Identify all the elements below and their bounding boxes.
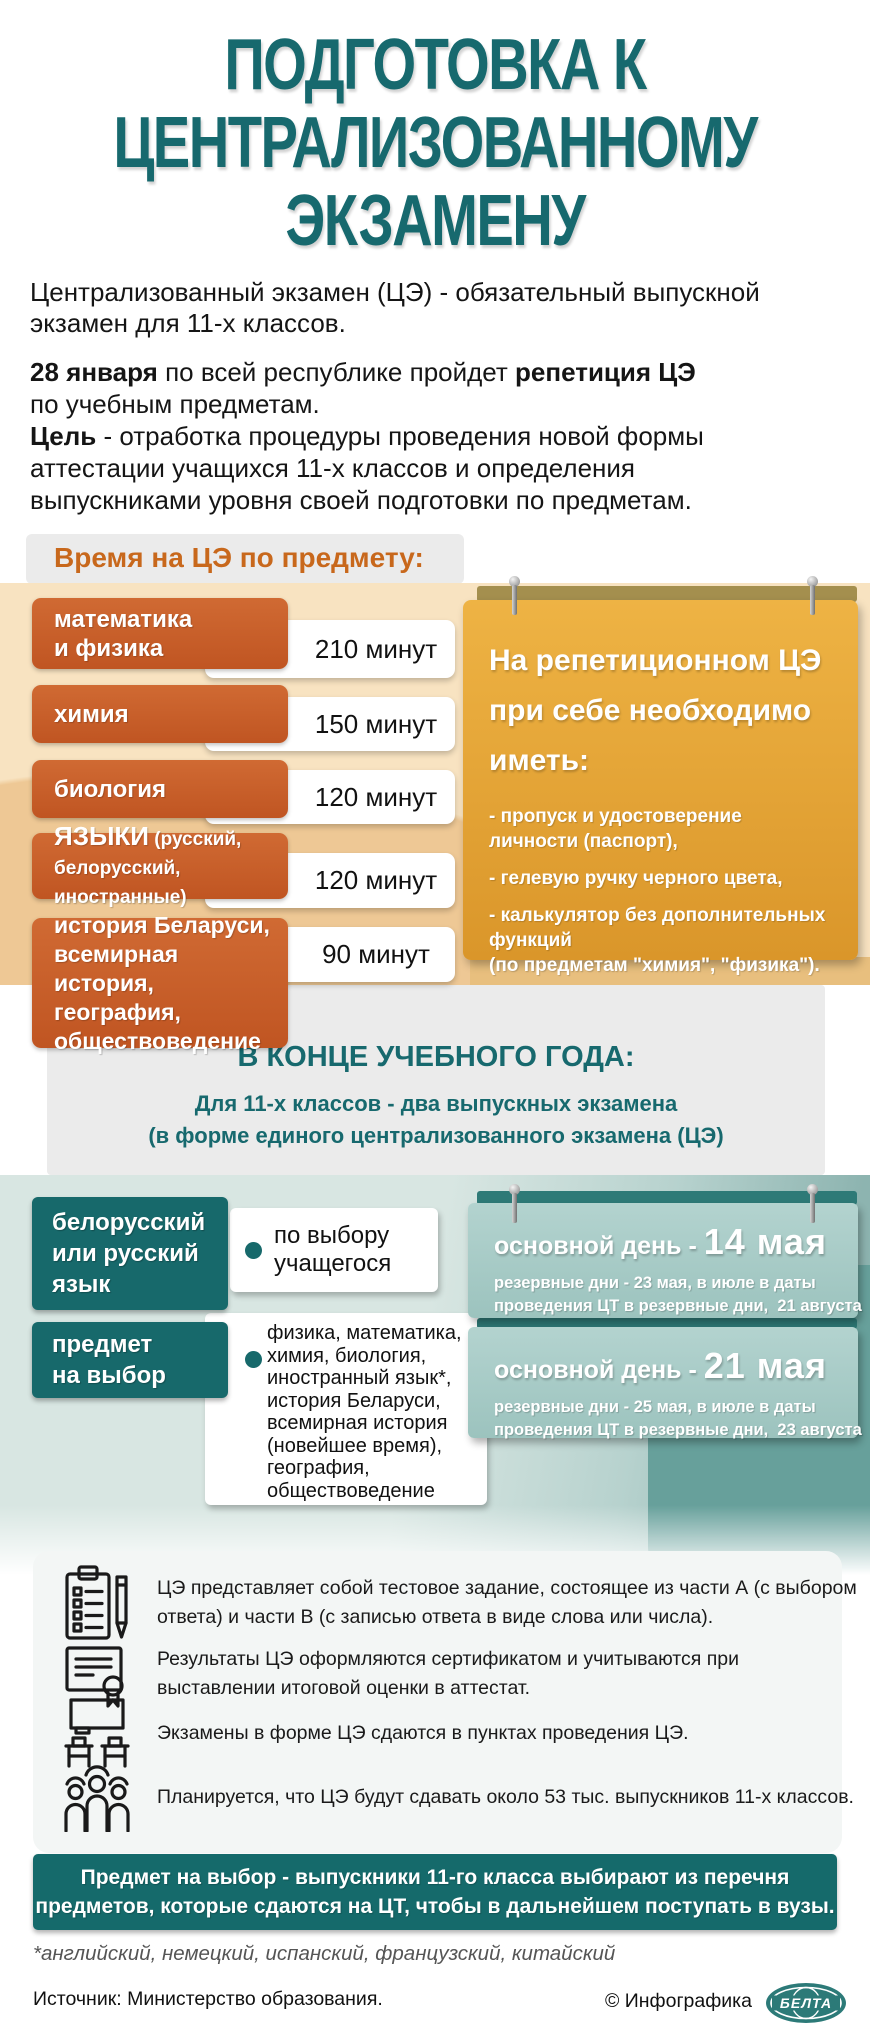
- rehearsal-text: по учебным предметам.: [30, 389, 320, 419]
- exam-choice-box: по выбору учащегося: [230, 1208, 438, 1292]
- date-note-bar: [477, 1318, 857, 1329]
- requirements-heading: На репетиционном ЦЭ при себе необходимо …: [489, 644, 822, 777]
- goal-label: Цель: [30, 421, 97, 451]
- requirements-note: На репетиционном ЦЭ при себе необходимо …: [463, 600, 858, 976]
- rehearsal-date: 28 января: [30, 357, 158, 387]
- pin-icon: [807, 576, 818, 618]
- exam-date-note: основной день - 14 мая резервные дни - 2…: [468, 1203, 862, 1318]
- exam-subject-label: предмет на выбор: [52, 1331, 166, 1389]
- year-end-heading: В КОНЦЕ УЧЕБНОГО ГОДА:: [237, 1041, 635, 1073]
- requirement-item: - калькулятор без дополнительных функций…: [489, 905, 826, 976]
- fact-row: ЦЭ представляет собой тестовое задание, …: [55, 1560, 857, 1646]
- fact-text: Планируется, что ЦЭ будут сдавать около …: [157, 1785, 854, 1808]
- rehearsal-text: по всей республике пройдет: [157, 357, 516, 387]
- requirement-item: - пропуск и удостоверение личности (пасп…: [489, 806, 742, 852]
- fact-text: Экзамены в форме ЦЭ сдаются в пунктах пр…: [157, 1721, 689, 1744]
- reserve-days-text: резервные дни - 23 мая, в июле в даты пр…: [494, 1274, 862, 1315]
- subject-note: (русский, белорусский, иностранные): [54, 829, 242, 908]
- pin-icon: [807, 1184, 818, 1226]
- rehearsal-bold: репетиция ЦЭ: [515, 357, 696, 387]
- subject-box: математика и физика: [32, 598, 288, 669]
- credit-text: © Инфографика: [604, 1990, 752, 2012]
- fact-row: Планируется, что ЦЭ будут сдавать около …: [55, 1762, 854, 1832]
- exam-classroom-icon: [55, 1698, 139, 1768]
- goal-text: - отработка процедуры проведения новой ф…: [30, 421, 704, 515]
- requirement-item: - гелевую ручку черного цвета,: [489, 868, 783, 889]
- clipboard-test-icon: [55, 1564, 139, 1642]
- exam-choice-box: физика, математика, химия, биология, ино…: [205, 1313, 487, 1505]
- subject-main: ЯЗЫКИ: [54, 821, 149, 851]
- exam-subject-label: белорусский или русский язык: [52, 1209, 206, 1298]
- bullet-dot-icon: [245, 1241, 262, 1259]
- subject-box: история Беларуси, всемирная история, гео…: [32, 912, 288, 1054]
- requirements-list: - пропуск и удостоверение личности (пасп…: [489, 804, 832, 978]
- main-day-label: основной день -: [494, 1232, 704, 1260]
- subject-box: химия: [32, 685, 288, 743]
- subject-label: математика и физика: [54, 605, 193, 662]
- decorative-strip: [470, 957, 870, 985]
- year-end-section: В КОНЦЕ УЧЕБНОГО ГОДА: Для 11-х классов …: [47, 985, 825, 1175]
- time-section-title: Время на ЦЭ по предмету:: [54, 542, 424, 573]
- exam-date-note: основной день - 21 мая резервные дни - 2…: [468, 1327, 862, 1439]
- rehearsal-paragraph: 28 января по всей республике пройдет реп…: [30, 356, 860, 516]
- elective-subject-highlight: Предмет на выбор - выпускники 11-го клас…: [33, 1854, 837, 1930]
- subject-label: химия: [54, 700, 129, 728]
- main-day-date: 21 мая: [703, 1345, 827, 1386]
- date-note-bar: [477, 1191, 857, 1205]
- subject-label: история Беларуси, всемирная история, гео…: [54, 911, 270, 1054]
- page-title: ПОДГОТОВКА К ЦЕНТРАЛИЗОВАННОМУ ЭКЗАМЕНУ: [113, 25, 758, 261]
- year-end-subheading: Для 11-х классов - два выпускных экзамен…: [148, 1091, 724, 1148]
- main-day-date: 14 мая: [703, 1221, 827, 1262]
- languages-footnote: *английский, немецкий, испанский, францу…: [33, 1942, 616, 1965]
- fact-text: Результаты ЦЭ оформляются сертификатом и…: [157, 1648, 740, 1699]
- subject-box: биология: [32, 760, 288, 818]
- graduates-group-icon: [55, 1762, 139, 1832]
- facts-panel: [33, 1551, 842, 1853]
- belta-logo-text: БЕЛТА: [780, 1995, 832, 2011]
- fact-text: ЦЭ представляет собой тестовое задание, …: [157, 1577, 857, 1628]
- exam-choice-text: физика, математика, химия, биология, ино…: [267, 1322, 462, 1502]
- pin-icon: [509, 1184, 520, 1226]
- certificate-icon: [55, 1640, 139, 1708]
- subject-label: биология: [54, 775, 166, 803]
- main-day-label: основной день -: [494, 1356, 704, 1384]
- bullet-dot-icon: [245, 1351, 262, 1368]
- exam-subject-box: предмет на выбор: [32, 1322, 228, 1398]
- main-day-line: основной день - 14 мая: [494, 1221, 858, 1263]
- note-top-bar: [477, 586, 857, 602]
- pin-icon: [509, 576, 520, 618]
- subject-label: ЯЗЫКИ (русский, белорусский, иностранные…: [32, 814, 288, 918]
- fact-row: Результаты ЦЭ оформляются сертификатом и…: [55, 1636, 739, 1712]
- exam-choice-text: по выбору учащегося: [274, 1222, 392, 1277]
- time-section-header: Время на ЦЭ по предмету:: [26, 534, 464, 584]
- fact-row: Экзамены в форме ЦЭ сдаются в пунктах пр…: [55, 1698, 689, 1768]
- belta-logo: БЕЛТА: [766, 1983, 846, 2023]
- intro-text: Централизованный экзамен (ЦЭ) - обязател…: [30, 277, 760, 338]
- reserve-days-text: резервные дни - 25 мая, в июле в даты пр…: [494, 1398, 862, 1439]
- exam-subject-box: белорусский или русский язык: [32, 1197, 228, 1310]
- subject-box: ЯЗЫКИ (русский, белорусский, иностранные…: [32, 822, 288, 908]
- source-text: Источник: Министерство образования.: [33, 1988, 383, 2010]
- main-day-line: основной день - 21 мая: [494, 1345, 858, 1387]
